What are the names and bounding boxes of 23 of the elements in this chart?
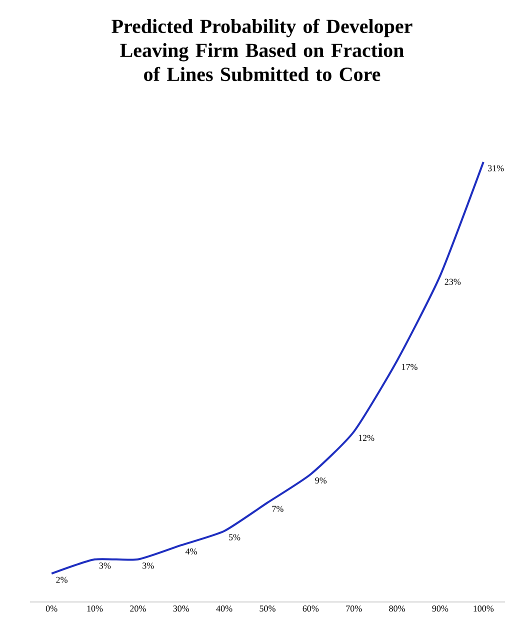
data-label: 9% (315, 477, 327, 484)
x-tick-label: 60% (302, 606, 319, 612)
x-tick-label: 80% (389, 606, 405, 612)
x-tick-label: 40% (216, 606, 232, 612)
chart-title: Predicted Probability of Developer Leaving Firm Based on Fraction of Lines Submitted to Core (112, 18, 412, 82)
x-tick-label: 30% (173, 606, 190, 612)
data-label: 3% (99, 562, 111, 569)
data-label: 7% (272, 506, 284, 512)
x-tick-label: 20% (130, 606, 146, 612)
x-tick-label: 90% (432, 606, 448, 612)
x-tick-label: 10% (87, 606, 103, 612)
x-tick-label: 100% (474, 606, 494, 612)
x-tick-label: 70% (346, 606, 362, 612)
data-label: 23% (444, 278, 461, 285)
x-tick-label: 0% (46, 606, 58, 612)
data-label: 12% (358, 434, 374, 441)
data-label: 4% (186, 548, 198, 555)
data-label: 31% (488, 165, 504, 172)
data-label: 3% (142, 562, 154, 569)
x-tick-label: 50% (260, 606, 276, 612)
data-label: 5% (229, 534, 240, 540)
data-label: 17% (402, 364, 418, 370)
data-label: 2% (56, 576, 68, 583)
